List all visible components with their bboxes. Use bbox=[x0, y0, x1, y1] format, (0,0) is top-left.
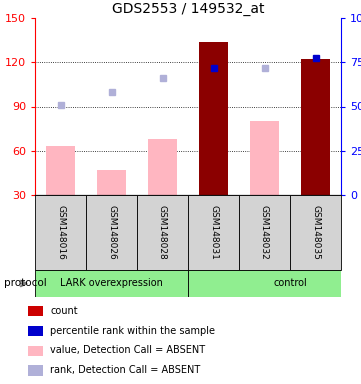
Bar bbox=[137, 195, 188, 270]
Text: GSM148032: GSM148032 bbox=[260, 205, 269, 260]
Bar bbox=[188, 270, 341, 297]
Text: rank, Detection Call = ABSENT: rank, Detection Call = ABSENT bbox=[50, 365, 200, 375]
Text: GSM148035: GSM148035 bbox=[311, 205, 320, 260]
Bar bbox=[28, 326, 43, 336]
Bar bbox=[47, 146, 74, 195]
Bar bbox=[200, 41, 227, 195]
Text: GSM148016: GSM148016 bbox=[56, 205, 65, 260]
Bar bbox=[251, 121, 279, 195]
Bar bbox=[239, 195, 290, 270]
Text: GSM148031: GSM148031 bbox=[209, 205, 218, 260]
Bar bbox=[28, 346, 43, 356]
Bar bbox=[301, 59, 330, 195]
Title: GDS2553 / 149532_at: GDS2553 / 149532_at bbox=[112, 2, 264, 16]
Text: GSM148028: GSM148028 bbox=[158, 205, 167, 260]
Text: value, Detection Call = ABSENT: value, Detection Call = ABSENT bbox=[50, 346, 205, 356]
Text: count: count bbox=[50, 306, 78, 316]
Bar bbox=[290, 195, 341, 270]
Text: GSM148026: GSM148026 bbox=[107, 205, 116, 260]
Bar bbox=[97, 170, 126, 195]
Bar bbox=[148, 139, 177, 195]
Bar bbox=[28, 306, 43, 316]
Text: percentile rank within the sample: percentile rank within the sample bbox=[50, 326, 215, 336]
Text: control: control bbox=[273, 278, 307, 288]
Bar bbox=[35, 270, 188, 297]
Bar bbox=[35, 195, 86, 270]
Text: LARK overexpression: LARK overexpression bbox=[60, 278, 163, 288]
Text: protocol: protocol bbox=[4, 278, 46, 288]
Bar bbox=[28, 366, 43, 376]
Bar bbox=[86, 195, 137, 270]
Bar bbox=[188, 195, 239, 270]
